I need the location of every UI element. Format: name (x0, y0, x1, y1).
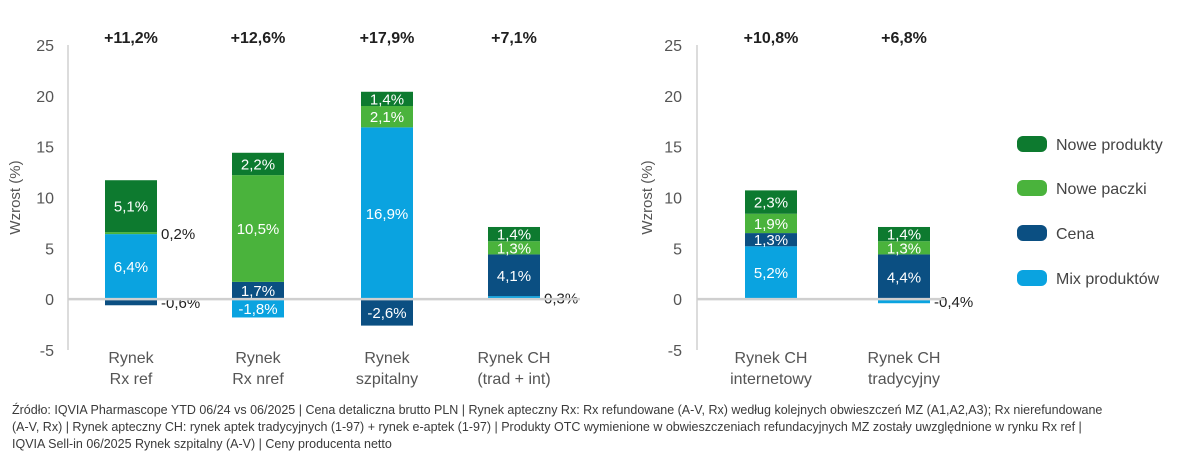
data-label: 1,4% (497, 227, 531, 244)
total-growth-label: +12,6% (231, 30, 286, 47)
y-tick-label: 10 (36, 191, 54, 208)
chart-area: 25 20 15 10 5 0 -5 Wzrost (%) 6,4% -0,6% 0,2% 5,1% +… (7, 30, 1163, 388)
bar-segment (232, 281, 284, 300)
y-tick-label: 20 (36, 89, 54, 106)
category-label: Rx ref (110, 371, 153, 388)
category-label: internetowy (730, 371, 812, 388)
y-tick-label: 5 (45, 241, 54, 258)
category-label: szpitalny (356, 371, 418, 388)
bar-segment (745, 213, 797, 234)
bar-segment (488, 241, 540, 255)
y-tick-label: 20 (664, 89, 682, 106)
y-tick-label: 25 (36, 38, 54, 55)
category-label: Rynek (364, 350, 410, 367)
total-growth-label: +17,9% (360, 30, 415, 47)
bar-segment (105, 180, 157, 233)
bar-segment (361, 127, 413, 300)
bar-segment (488, 254, 540, 297)
y-tick-label: -5 (40, 343, 54, 360)
category-label: Rynek CH (868, 350, 941, 367)
bar-segment (745, 190, 797, 214)
category-label: Rynek (108, 350, 154, 367)
data-label: 2,2% (241, 156, 275, 173)
bar-segment (878, 241, 930, 255)
data-label: 1,3% (754, 232, 788, 249)
data-label: 1,4% (370, 91, 404, 108)
bar-segment (488, 226, 540, 242)
bar-segment (232, 152, 284, 176)
data-label: 0,2% (161, 226, 195, 243)
data-label: 16,9% (366, 206, 409, 223)
data-label: 1,3% (497, 240, 531, 257)
data-label: 1,4% (887, 227, 921, 244)
bar-segment (361, 299, 413, 326)
bar-segment (878, 299, 930, 304)
bar-segment (105, 299, 157, 306)
y-tick-label: -5 (668, 343, 682, 360)
bar-segment (488, 296, 540, 300)
legend-label: Mix produktów (1056, 271, 1160, 288)
y-tick-label: 0 (45, 292, 54, 309)
data-label: 1,9% (754, 216, 788, 233)
data-label: 2,3% (754, 195, 788, 212)
data-label: 2,1% (370, 109, 404, 126)
y-axis-label: Wzrost (%) (639, 160, 656, 234)
category-label: tradycyjny (868, 371, 940, 388)
data-label: 1,3% (887, 240, 921, 257)
footnote-line: (A-V, Rx) | Rynek apteczny CH: rynek apt… (12, 420, 1082, 434)
bar-segment (232, 175, 284, 282)
bar-segment (361, 106, 413, 128)
y-tick-label: 0 (673, 292, 682, 309)
total-growth-label: +10,8% (744, 30, 799, 47)
total-growth-label: +11,2% (104, 30, 158, 47)
data-label: 10,5% (237, 221, 280, 238)
category-label: Rynek CH (735, 350, 808, 367)
y-tick-label: 10 (664, 191, 682, 208)
y-axis-label: Wzrost (%) (7, 160, 24, 234)
legend-label: Cena (1056, 226, 1094, 243)
legend-label: Nowe produkty (1056, 137, 1163, 154)
y-tick-label: 25 (664, 38, 682, 55)
bar-segment (105, 234, 157, 300)
y-tick-label: 5 (673, 241, 682, 258)
bar-segment (878, 254, 930, 300)
legend-swatch (1017, 136, 1047, 152)
y-tick-label: 15 (664, 140, 682, 157)
footnote-line: IQVIA Sell-in 06/2025 Rynek szpitalny (A… (12, 437, 392, 451)
data-label: -0,4% (934, 294, 973, 311)
category-label: Rynek CH (478, 350, 551, 367)
data-label: -2,6% (367, 305, 406, 322)
legend-label: Nowe paczki (1056, 181, 1147, 198)
bar-segment (232, 299, 284, 318)
footnote-line: Źródło: IQVIA Pharmascope YTD 06/24 vs 0… (12, 403, 1103, 417)
legend-swatch (1017, 225, 1047, 241)
bar-segment (361, 91, 413, 106)
legend-swatch (1017, 180, 1047, 196)
total-growth-label: +6,8% (881, 30, 927, 47)
total-growth-label: +7,1% (491, 30, 537, 47)
data-label: 1,7% (241, 283, 275, 300)
data-label: -0,6% (161, 295, 200, 312)
bar-segment (878, 226, 930, 242)
data-label: 5,2% (754, 265, 788, 282)
data-label: -1,8% (238, 301, 277, 318)
data-label: 4,1% (497, 268, 531, 285)
legend-swatch (1017, 270, 1047, 286)
y-tick-label: 15 (36, 140, 54, 157)
bar-segment (745, 246, 797, 300)
bar-segment (105, 232, 157, 235)
category-label: Rynek (235, 350, 281, 367)
bar-segment (745, 233, 797, 247)
data-label: 4,4% (887, 269, 921, 286)
source-footnote: Źródło: IQVIA Pharmascope YTD 06/24 vs 0… (12, 402, 1192, 453)
data-label: 5,1% (114, 199, 148, 216)
category-label: (trad + int) (477, 371, 550, 388)
data-label: 6,4% (114, 259, 148, 276)
category-label: Rx nref (232, 371, 284, 388)
